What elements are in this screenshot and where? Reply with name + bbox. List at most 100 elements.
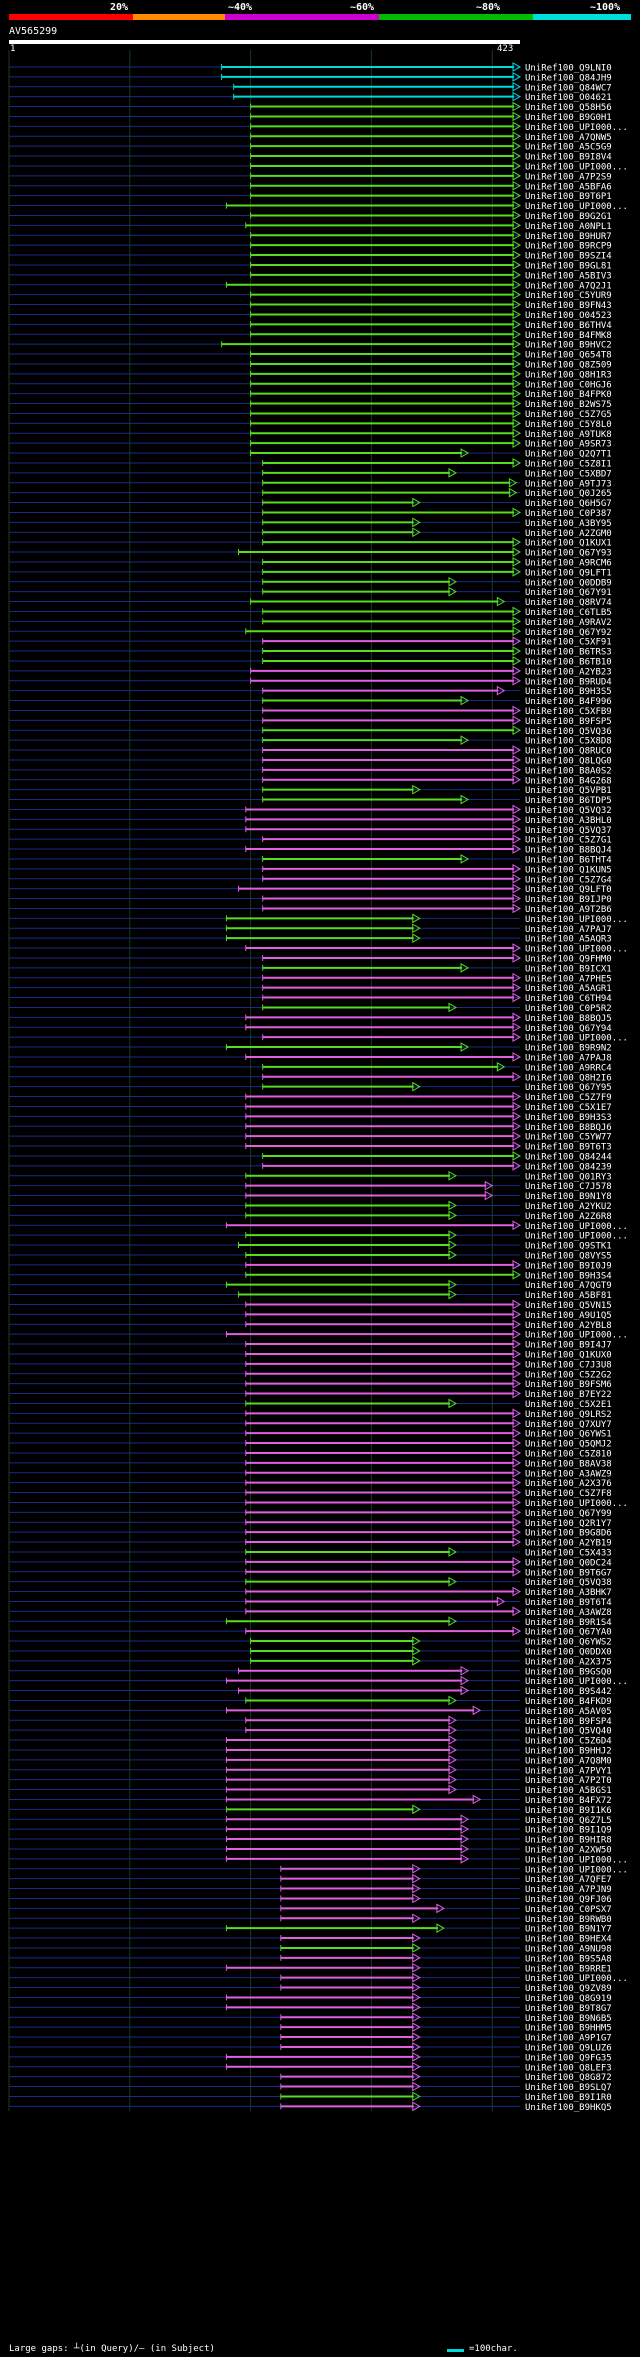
hit-row[interactable]: UniRef100_C5XBD7 [9, 467, 612, 480]
hit-row[interactable]: UniRef100_A7P2T0 [9, 1774, 612, 1787]
hit-row[interactable]: UniRef100_A2YKU2 [9, 1200, 612, 1212]
hit-label[interactable]: UniRef100_C0PSX7 [525, 1905, 612, 1915]
hit-row[interactable]: UniRef100_Q8VYS5 [9, 1250, 612, 1262]
hit-row[interactable]: UniRef100_A9RAV2 [9, 616, 612, 628]
hit-label[interactable]: UniRef100_Q9LNI0 [525, 63, 612, 73]
hit-row[interactable]: UniRef100_B9HHM5 [9, 2022, 612, 2034]
hit-row[interactable]: UniRef100_B9G0H1 [9, 111, 612, 123]
hit-label[interactable]: UniRef100_B9RRE1 [525, 1964, 612, 1974]
hit-label[interactable]: UniRef100_C5YUR9 [525, 291, 612, 301]
hit-row[interactable]: UniRef100_B9I1Q9 [9, 1824, 612, 1836]
hit-row[interactable]: UniRef100_Q8G872 [9, 2071, 612, 2084]
hit-label[interactable]: UniRef100_B9HHM5 [525, 2024, 612, 2034]
hit-row[interactable]: UniRef100_UPI000... [9, 943, 628, 955]
hit-label[interactable]: UniRef100_C5X1E7 [525, 1103, 612, 1113]
hit-label[interactable]: UniRef100_B9FN43 [525, 301, 612, 311]
hit-row[interactable]: UniRef100_Q0J265 [9, 487, 612, 500]
hit-row[interactable]: UniRef100_B9R1S4 [9, 1616, 612, 1628]
hit-label[interactable]: UniRef100_B9FSP4 [525, 1717, 612, 1727]
hit-row[interactable]: UniRef100_C5Z7G1 [9, 834, 612, 846]
hit-label[interactable]: UniRef100_B9IJP0 [525, 895, 612, 905]
hit-label[interactable]: UniRef100_B6THV4 [525, 321, 612, 331]
hit-row[interactable]: UniRef100_C6TLB5 [9, 606, 612, 618]
hit-label[interactable]: UniRef100_Q8H2I6 [525, 1073, 612, 1083]
hit-row[interactable]: UniRef100_Q8LEF3 [9, 2061, 612, 2074]
hit-row[interactable]: UniRef100_B9SZI4 [9, 250, 612, 262]
hit-row[interactable]: UniRef100_Q654T8 [9, 349, 612, 361]
hit-row[interactable]: UniRef100_C5Z8I1 [9, 458, 612, 470]
hit-row[interactable]: UniRef100_Q84239 [9, 1160, 612, 1173]
hit-label[interactable]: UniRef100_A7P2T0 [525, 1776, 612, 1786]
hit-label[interactable]: UniRef100_Q8RUC0 [525, 747, 612, 757]
hit-row[interactable]: UniRef100_Q9FJ06 [9, 1893, 612, 1905]
hit-label[interactable]: UniRef100_B7EY22 [525, 1390, 612, 1400]
hit-label[interactable]: UniRef100_Q8H1R3 [525, 370, 612, 380]
hit-label[interactable]: UniRef100_UPI000... [525, 915, 628, 925]
hit-row[interactable]: UniRef100_UPI000... [9, 1230, 628, 1242]
hit-row[interactable]: UniRef100_UPI000... [9, 200, 628, 213]
hit-label[interactable]: UniRef100_B9S442 [525, 1687, 612, 1697]
hit-label[interactable]: UniRef100_B6TRS3 [525, 648, 612, 658]
hit-label[interactable]: UniRef100_B6TB10 [525, 657, 612, 667]
hit-row[interactable]: UniRef100_C5X1E7 [9, 1101, 612, 1113]
hit-row[interactable]: UniRef100_Q8G919 [9, 1992, 612, 2004]
hit-label[interactable]: UniRef100_A9RCM6 [525, 558, 612, 568]
hit-label[interactable]: UniRef100_Q9LRS2 [525, 1410, 612, 1420]
hit-row[interactable]: UniRef100_A2X375 [9, 1655, 612, 1668]
hit-row[interactable]: UniRef100_Q8LQG0 [9, 755, 612, 767]
hit-row[interactable]: UniRef100_C0P387 [9, 507, 612, 519]
hit-row[interactable]: UniRef100_A2Z6R8 [9, 1210, 612, 1222]
hit-label[interactable]: UniRef100_B9HEX4 [525, 1935, 612, 1945]
hit-label[interactable]: UniRef100_A5BGS1 [525, 1786, 612, 1796]
hit-row[interactable]: UniRef100_B9T6T3 [9, 1141, 612, 1153]
hit-row[interactable]: UniRef100_Q5VQ37 [9, 824, 612, 836]
hit-row[interactable]: UniRef100_Q9FHM0 [9, 953, 612, 965]
hit-label[interactable]: UniRef100_Q9FG35 [525, 2053, 612, 2063]
hit-label[interactable]: UniRef100_A2YB19 [525, 1539, 612, 1549]
hit-row[interactable]: UniRef100_B6THV4 [9, 319, 612, 331]
hit-row[interactable]: UniRef100_A2YBL8 [9, 1319, 612, 1331]
hit-label[interactable]: UniRef100_B4FKD9 [525, 1697, 612, 1707]
hit-label[interactable]: UniRef100_B9R1S4 [525, 1618, 612, 1628]
hit-label[interactable]: UniRef100_C5Z8I1 [525, 459, 612, 469]
hit-row[interactable]: UniRef100_C5Z810 [9, 1448, 612, 1460]
hit-label[interactable]: UniRef100_A7Q2J1 [525, 281, 612, 291]
hit-row[interactable]: UniRef100_Q0DDX0 [9, 1646, 612, 1658]
hit-label[interactable]: UniRef100_UPI000... [525, 1499, 628, 1509]
hit-row[interactable]: UniRef100_B9G2G1 [9, 210, 612, 222]
hit-label[interactable]: UniRef100_Q8G872 [525, 2073, 612, 2083]
hit-row[interactable]: UniRef100_Q5VN15 [9, 1299, 612, 1311]
hit-label[interactable]: UniRef100_A3BHK7 [525, 1588, 612, 1598]
hit-row[interactable]: UniRef100_UPI000... [9, 1972, 628, 1985]
hit-row[interactable]: UniRef100_C5Z2G2 [9, 1368, 612, 1381]
hit-row[interactable]: UniRef100_A2YB19 [9, 1537, 612, 1549]
hit-row[interactable]: UniRef100_C0PSX7 [9, 1903, 612, 1915]
hit-row[interactable]: UniRef100_B9I4J7 [9, 1339, 612, 1351]
hit-label[interactable]: UniRef100_Q5VQ40 [525, 1727, 612, 1737]
hit-row[interactable]: UniRef100_A5AGR1 [9, 982, 612, 995]
hit-label[interactable]: UniRef100_O04621 [525, 93, 612, 103]
hit-row[interactable]: UniRef100_B9HVC2 [9, 339, 612, 351]
hit-label[interactable]: UniRef100_Q67Y93 [525, 549, 612, 559]
hit-row[interactable]: UniRef100_A3BY95 [9, 517, 612, 529]
hit-label[interactable]: UniRef100_B9I0J9 [525, 1261, 612, 1271]
hit-label[interactable]: UniRef100_Q67YA0 [525, 1628, 612, 1638]
hit-label[interactable]: UniRef100_Q5VQ38 [525, 1578, 612, 1588]
hit-row[interactable]: UniRef100_B4FX72 [9, 1794, 612, 1806]
hit-label[interactable]: UniRef100_Q0DDB9 [525, 578, 612, 588]
hit-row[interactable]: UniRef100_A7PVY1 [9, 1764, 612, 1777]
hit-label[interactable]: UniRef100_B9HIR8 [525, 1836, 612, 1846]
hit-label[interactable]: UniRef100_Q8LEF3 [525, 2063, 612, 2073]
hit-label[interactable]: UniRef100_UPI000... [525, 202, 628, 212]
hit-label[interactable]: UniRef100_B9T8G7 [525, 2004, 612, 2014]
hit-label[interactable]: UniRef100_Q84244 [525, 1152, 612, 1162]
hit-row[interactable]: UniRef100_Q8H2I6 [9, 1071, 612, 1084]
hit-label[interactable]: UniRef100_A9RAV2 [525, 618, 612, 628]
hit-row[interactable]: UniRef100_B9S5A8 [9, 1952, 612, 1965]
hit-row[interactable]: UniRef100_Q67Y94 [9, 1022, 612, 1034]
hit-row[interactable]: UniRef100_O04523 [9, 309, 612, 321]
hit-row[interactable]: UniRef100_Q2Q7T1 [9, 448, 612, 460]
hit-row[interactable]: UniRef100_B4F996 [9, 695, 612, 708]
hit-label[interactable]: UniRef100_C0HGJ6 [525, 380, 612, 390]
hit-label[interactable]: UniRef100_Q2R1Y7 [525, 1519, 612, 1529]
